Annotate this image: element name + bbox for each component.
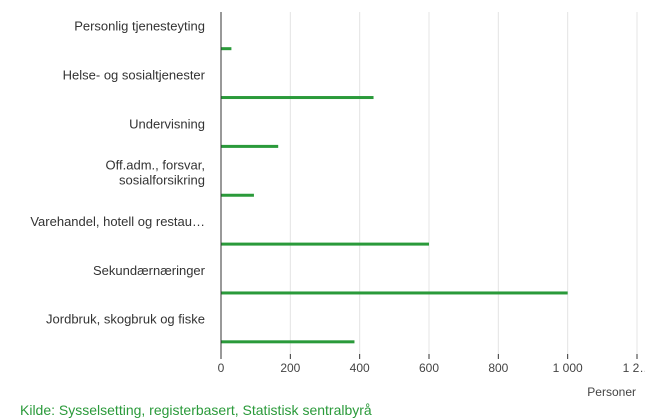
x-tick-label: 1 000: [553, 361, 583, 375]
bar: [221, 291, 568, 295]
bar: [221, 47, 232, 51]
category-label: Undervisning: [129, 116, 205, 131]
bars: [221, 47, 568, 344]
bar: [221, 193, 254, 197]
x-tick-label: 1 2…: [623, 361, 645, 375]
x-tick-label: 600: [419, 361, 439, 375]
x-tick-label: 400: [350, 361, 370, 375]
category-label: Varehandel, hotell og restau…: [30, 214, 205, 229]
x-tick-label: 0: [218, 361, 225, 375]
x-tick-labels: 0 200 400 600 800 1 000 1 2…: [218, 354, 645, 375]
bar: [221, 144, 279, 148]
x-tick-label: 200: [280, 361, 300, 375]
category-label: Helse- og sosialtjenester: [63, 67, 206, 82]
category-label: Off.adm., forsvar, sosialforsikring: [106, 158, 205, 188]
x-tick-label: 800: [488, 361, 508, 375]
gridlines: [289, 12, 638, 354]
bar-chart: Personlig tjenesteyting Helse- og sosialt…: [30, 12, 645, 399]
bar: [221, 242, 429, 246]
category-label: Personlig tjenesteyting: [74, 19, 205, 34]
source-note: Kilde: Sysselsetting, registerbasert, St…: [20, 402, 372, 418]
category-labels: Personlig tjenesteyting Helse- og sosialt…: [30, 19, 205, 327]
bar: [221, 96, 374, 100]
category-label: Sekundærnæringer: [93, 263, 206, 278]
bar: [221, 340, 355, 344]
x-axis-title: Personer: [587, 385, 636, 399]
category-label: Jordbruk, skogbruk og fiske: [46, 312, 205, 327]
